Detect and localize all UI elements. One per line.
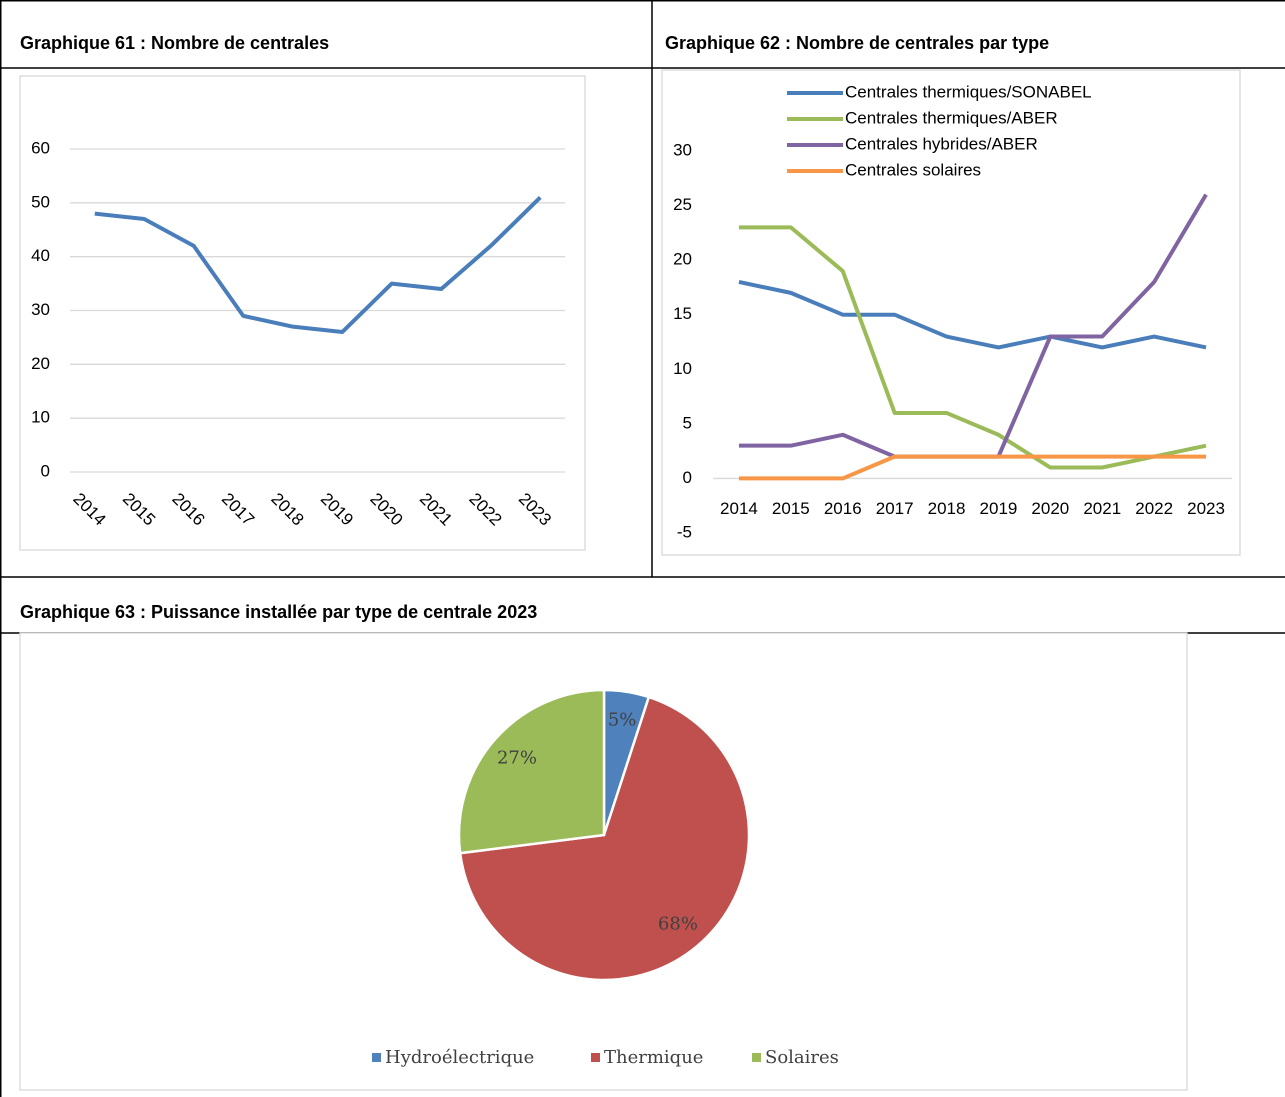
line-series (94, 196, 542, 335)
legend-label: Hydroélectrique (385, 1047, 534, 1068)
x-tick-label: 2021 (1083, 499, 1121, 518)
y-tick-label: 40 (31, 246, 50, 265)
chart-title: Graphique 62 : Nombre de centrales par t… (665, 33, 1049, 53)
line-series (738, 280, 1207, 350)
legend-swatch (752, 1053, 761, 1062)
line-series (738, 225, 1207, 470)
legend-label: Centrales hybrides/ABER (845, 134, 1038, 153)
y-tick-label: 15 (673, 304, 692, 323)
y-tick-label: 10 (31, 408, 50, 427)
y-tick-label: 30 (31, 300, 50, 319)
x-tick-label: 2017 (876, 499, 914, 518)
legend-label: Centrales thermiques/SONABEL (845, 82, 1092, 101)
legend-label: Centrales thermiques/ABER (845, 108, 1058, 127)
pie-slice (458, 695, 751, 982)
y-tick-label: 10 (673, 359, 692, 378)
chart-title: Graphique 61 : Nombre de centrales (20, 33, 329, 53)
legend-swatch (591, 1053, 600, 1062)
x-tick-label: 2023 (1187, 499, 1225, 518)
x-tick-label: 2016 (824, 499, 862, 518)
y-tick-label: 50 (31, 192, 50, 211)
x-tick-label: 2022 (1135, 499, 1173, 518)
y-tick-label: 25 (673, 195, 692, 214)
legend-label: Thermique (604, 1047, 703, 1068)
y-tick-label: 0 (683, 468, 692, 487)
legend-label: Solaires (765, 1047, 839, 1068)
x-tick-label: 2020 (1031, 499, 1069, 518)
legend-label: Centrales solaires (845, 160, 981, 179)
y-tick-label: 60 (31, 138, 50, 157)
y-tick-label: 0 (41, 461, 50, 480)
chart-title: Graphique 63 : Puissance installée par t… (20, 602, 537, 622)
pie-slice (457, 688, 606, 855)
legend-swatch (372, 1053, 381, 1062)
x-tick-label: 2019 (980, 499, 1018, 518)
y-tick-label: 20 (31, 354, 50, 373)
y-tick-label: 20 (673, 250, 692, 269)
y-tick-label: 5 (683, 413, 692, 432)
y-tick-label: 30 (673, 140, 692, 159)
x-tick-label: 2014 (720, 499, 758, 518)
data-label: 68% (658, 913, 698, 934)
data-label: 5% (608, 709, 637, 730)
x-tick-label: 2015 (772, 499, 810, 518)
x-tick-label: 2018 (928, 499, 966, 518)
data-label: 27% (497, 747, 537, 768)
line-series (738, 454, 1207, 481)
y-tick-label: -5 (677, 522, 692, 541)
